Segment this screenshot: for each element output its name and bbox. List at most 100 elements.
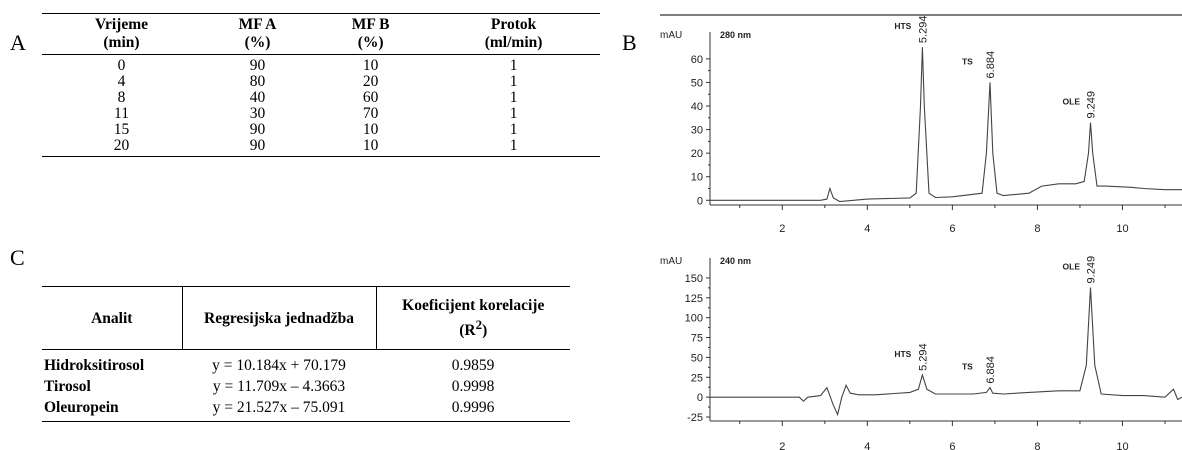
y-tick-label: 125: [685, 293, 703, 305]
correlation-cell: 0.9859: [451, 357, 495, 374]
y-tick-label: 60: [691, 54, 703, 66]
correlation-cell: 0.9998: [451, 378, 495, 395]
y-tick-label: 150: [685, 273, 703, 285]
gradient-table-header-row: Vrijeme (min) MF A (%) MF B (%) Protok (ml/m…: [42, 13, 600, 55]
cell: 15: [113, 121, 130, 138]
header-flow: Protok (ml/min): [427, 13, 600, 55]
chromatogram-280nm: 0 10 20 30 40 50 60 2 4 6 8 10 mAU 280 nm 5.294 HTS 6.88…: [660, 0, 1182, 240]
x-tick-label: 10: [1116, 223, 1128, 235]
header-equation: Regresijska jednadžba: [181, 286, 376, 350]
table-row: 15 90 10 1: [42, 122, 600, 138]
table-row: 11 30 70 1: [42, 106, 600, 122]
y-tick-label: 20: [691, 148, 703, 160]
y-tick-label: 40: [691, 101, 703, 113]
chromatogram-240nm: -25 0 25 50 75 100 125 150 2 4 6 8 10 mAU 240 nm 5.294 H…: [660, 248, 1182, 450]
peak-name: TS: [962, 56, 973, 66]
header-time: Vrijeme (min): [42, 13, 201, 55]
panel-label-b: B: [622, 30, 637, 55]
cell: 4: [117, 73, 126, 90]
cell: 10: [362, 121, 379, 138]
cell: 1: [427, 138, 600, 157]
cell: 1: [509, 89, 518, 106]
panel-label-a: A: [10, 30, 26, 55]
wavelength-label: 240 nm: [720, 256, 751, 266]
chromatogram-trace: [710, 287, 1182, 417]
x-tick-label: 6: [949, 223, 955, 235]
peak-retention-time: 6.884: [985, 356, 997, 384]
header-correlation-sup: 2: [475, 316, 483, 332]
cell: 11: [114, 105, 129, 122]
chromatogram-280nm-svg: 0 10 20 30 40 50 60 2 4 6 8 10 mAU 280 nm 5.294 HTS 6.88…: [660, 14, 1182, 235]
cell: 70: [362, 105, 379, 122]
x-tick-label: 2: [779, 441, 785, 450]
cell: 60: [362, 89, 379, 106]
table-row: 20 90 10 1: [42, 138, 600, 157]
y-axis-unit: mAU: [660, 30, 682, 41]
peak-name: HTS: [894, 349, 911, 359]
header-mfb-line1: MF B: [351, 16, 390, 33]
cell: 10: [314, 138, 428, 157]
y-axis-unit: mAU: [660, 256, 682, 267]
table-row: Hidroksitirosol y = 10.184x + 70.179 0.985…: [42, 350, 570, 377]
y-tick-label: 0: [697, 195, 703, 207]
cell: 80: [249, 73, 266, 90]
x-tick-label: 2: [779, 223, 785, 235]
peak-retention-time: 5.294: [917, 16, 929, 44]
header-correlation-text: Koeficijent korelacije: [402, 296, 545, 314]
x-tick-label: 8: [1034, 441, 1040, 450]
y-tick-label: 0: [697, 392, 703, 404]
y-tick-label: 30: [691, 125, 703, 137]
cell: 40: [249, 89, 266, 106]
header-time-line1: Vrijeme: [94, 16, 149, 33]
equation-cell: y = 21.527x – 75.091: [182, 397, 376, 422]
cell: 90: [249, 121, 266, 138]
table-row: 4 80 20 1: [42, 74, 600, 90]
panel-label-c: C: [10, 245, 25, 270]
header-flow-line1: Protok: [490, 16, 537, 33]
x-tick-label: 4: [864, 223, 870, 235]
x-tick-label: 8: [1034, 223, 1040, 235]
y-tick-label: 25: [691, 372, 703, 384]
peak-name: OLE: [1063, 261, 1081, 271]
cell: 0: [117, 57, 126, 74]
cell: 8: [117, 89, 126, 106]
chromatogram-trace: [710, 47, 1182, 203]
y-tick-label: 75: [691, 333, 703, 345]
correlation-cell: 0.9996: [376, 397, 570, 422]
peak-name: TS: [962, 362, 973, 372]
x-tick-label: 4: [864, 441, 870, 450]
header-correlation-close: ): [482, 322, 488, 340]
header-mfb: MF B (%): [314, 13, 428, 55]
table-row: Tirosol y = 11.709x – 4.3663 0.9998: [42, 376, 570, 397]
wavelength-label: 280 nm: [720, 30, 751, 40]
y-tick-label: -25: [687, 412, 703, 424]
cell: 90: [249, 57, 266, 74]
table-row: 0 90 10 1: [42, 55, 600, 75]
x-tick-label: 6: [949, 441, 955, 450]
calibration-table-header-row: Analit Regresijska jednadžba Koeficijent…: [42, 286, 570, 350]
analyte-cell: Oleuropein: [42, 397, 182, 422]
table-row: Oleuropein y = 21.527x – 75.091 0.9996: [42, 397, 570, 422]
y-tick-label: 50: [691, 352, 703, 364]
header-mfa: MF A (%): [200, 13, 315, 55]
cell: 10: [362, 57, 379, 74]
header-mfa-line2: (%): [244, 34, 271, 51]
cell: 30: [249, 105, 266, 122]
peak-retention-time: 9.249: [1086, 91, 1098, 119]
cell: 1: [509, 105, 518, 122]
header-flow-line2: (ml/min): [484, 34, 543, 51]
cell: 20: [42, 138, 201, 157]
header-correlation: Koeficijent korelacije (R2): [375, 286, 570, 350]
y-tick-label: 10: [691, 172, 703, 184]
peak-name: HTS: [894, 21, 911, 31]
peak-retention-time: 5.294: [917, 343, 929, 371]
calibration-table: Analit Regresijska jednadžba Koeficijent…: [42, 286, 570, 422]
cell: 90: [200, 138, 315, 157]
cell: 1: [509, 121, 518, 138]
gradient-table: Vrijeme (min) MF A (%) MF B (%) Protok (ml/m…: [42, 13, 600, 157]
header-correlation-symbol: (R: [459, 322, 476, 340]
cell: 1: [509, 57, 518, 74]
header-time-line2: (min): [103, 34, 140, 51]
analyte-cell: Hidroksitirosol: [44, 357, 145, 374]
y-tick-label: 100: [685, 313, 703, 325]
